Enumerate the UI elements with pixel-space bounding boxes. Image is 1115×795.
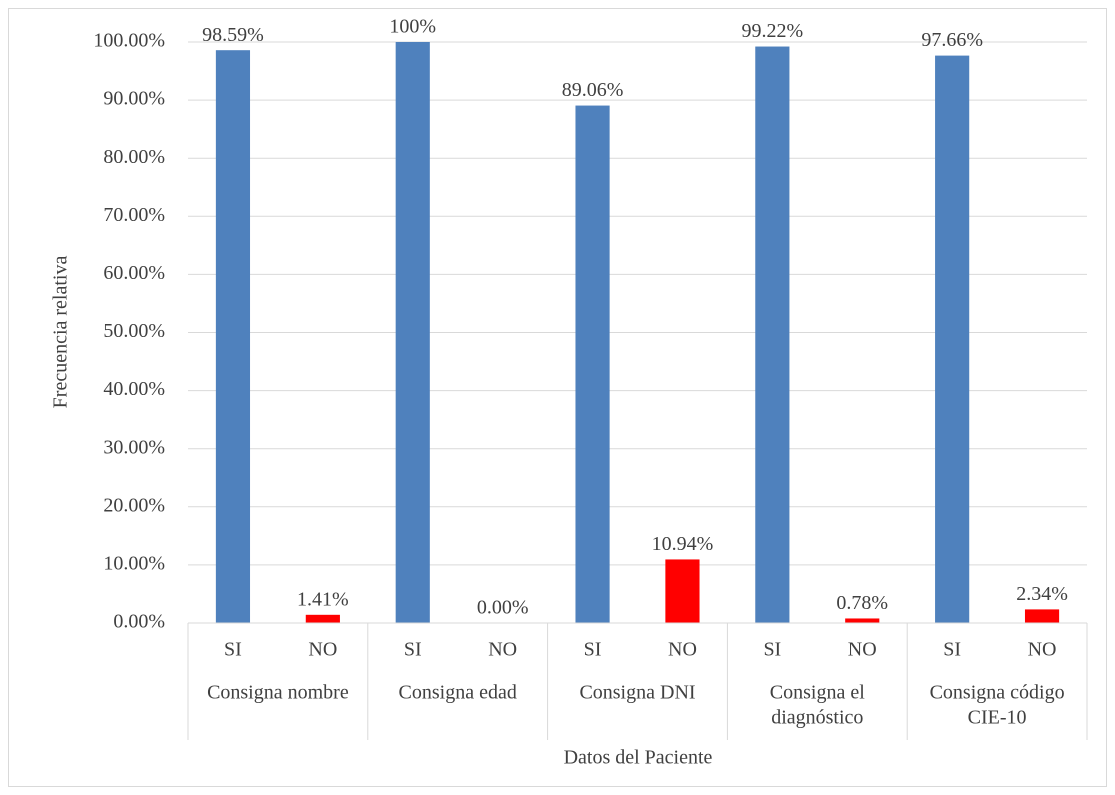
x-axis-label: Datos del Paciente xyxy=(564,747,713,769)
bar xyxy=(1024,609,1060,623)
x-tick-label: SI xyxy=(943,639,961,661)
data-label: 0.00% xyxy=(477,597,529,619)
x-tick-label: SI xyxy=(584,639,602,661)
group-label: diagnóstico xyxy=(771,707,863,729)
bar xyxy=(575,105,610,623)
y-tick-label: 10.00% xyxy=(103,552,165,574)
bar xyxy=(215,50,251,624)
bar xyxy=(845,618,880,623)
x-tick-label: NO xyxy=(488,639,517,661)
bar xyxy=(665,559,700,623)
y-tick-label: 40.00% xyxy=(103,378,165,400)
x-tick-label: NO xyxy=(848,639,877,661)
data-label: 0.78% xyxy=(836,592,888,614)
x-tick-label: NO xyxy=(1028,639,1057,661)
y-tick-label: 90.00% xyxy=(103,88,165,110)
y-tick-label: 60.00% xyxy=(103,262,165,284)
data-label: 89.06% xyxy=(562,79,624,101)
x-tick-label: NO xyxy=(668,639,697,661)
data-label: 97.66% xyxy=(921,29,983,51)
bar xyxy=(395,42,430,623)
y-tick-label: 20.00% xyxy=(103,494,165,516)
data-label: 100% xyxy=(389,16,436,38)
bar xyxy=(755,46,790,623)
y-tick-label: 70.00% xyxy=(103,204,165,226)
group-label: Consigna nombre xyxy=(207,682,349,704)
data-label: 98.59% xyxy=(202,24,264,46)
group-label: CIE-10 xyxy=(968,707,1027,729)
y-tick-label: 30.00% xyxy=(103,436,165,458)
bar xyxy=(305,614,340,623)
data-label: 10.94% xyxy=(652,533,714,555)
y-tick-label: 100.00% xyxy=(93,30,165,52)
y-tick-label: 50.00% xyxy=(103,320,165,342)
data-label: 99.22% xyxy=(742,20,804,42)
data-label: 2.34% xyxy=(1016,583,1068,605)
group-label: Consigna el xyxy=(770,682,865,704)
group-label: Consigna edad xyxy=(399,682,517,704)
x-tick-label: SI xyxy=(404,639,422,661)
data-label: 1.41% xyxy=(297,588,349,610)
y-axis-label: Frecuencia relativa xyxy=(50,256,72,409)
group-label: Consigna DNI xyxy=(579,682,695,704)
group-label: Consigna código xyxy=(930,682,1065,704)
y-tick-label: 80.00% xyxy=(103,146,165,168)
bar xyxy=(935,55,970,624)
chart-border xyxy=(8,8,1107,787)
x-tick-label: NO xyxy=(308,639,337,661)
x-tick-label: SI xyxy=(763,639,781,661)
y-tick-label: 0.00% xyxy=(113,611,165,633)
x-tick-label: SI xyxy=(224,639,242,661)
